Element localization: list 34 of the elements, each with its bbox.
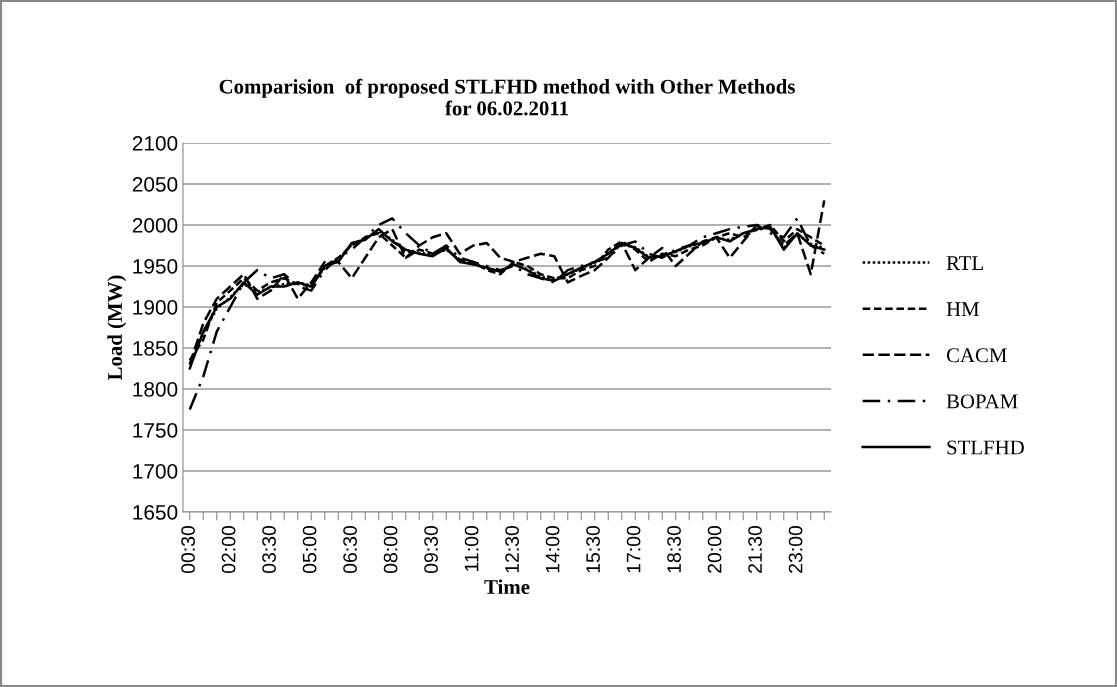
x-tick-label: 23:00 — [788, 525, 803, 573]
x-axis-title: Time — [484, 579, 530, 595]
x-tick-label: 18:30 — [667, 525, 681, 573]
y-tick-label: 1950 — [133, 259, 178, 274]
y-tick-label: 2050 — [132, 177, 178, 192]
x-tick-label: 20:00 — [707, 525, 722, 573]
x-tick-label: 17:00 — [626, 525, 641, 573]
legend-label: CACM — [946, 348, 1007, 363]
y-tick-label: 2100 — [132, 136, 178, 151]
chart-title: Comparision of proposed STLFHD method with Other Methods for 06.02.2011 — [219, 78, 795, 116]
y-tick-label: 1700 — [133, 464, 178, 479]
y-tick-label: 1850 — [133, 341, 178, 356]
legend-label: STLFHD — [947, 440, 1024, 455]
y-tick-label: 1650 — [133, 505, 178, 520]
x-tick-label: 09:30 — [424, 525, 438, 574]
y-tick-label: 2000 — [132, 218, 178, 233]
x-tick-label: 15:30 — [586, 525, 600, 573]
y-tick-label: 1750 — [133, 423, 178, 438]
x-tick-label: 02:00 — [221, 525, 236, 574]
y-tick-label: 1900 — [133, 300, 178, 315]
x-tick-label: 14:00 — [545, 525, 560, 573]
y-axis-title: Load (MW) — [107, 275, 127, 381]
legend-label: HM — [946, 302, 979, 316]
y-tick-label: 1800 — [133, 382, 178, 397]
x-tick-label: 08:00 — [383, 525, 398, 574]
x-tick-label: 11:00 — [464, 525, 479, 571]
legend-label: RTL — [946, 256, 983, 270]
x-tick-label: 05:00 — [302, 525, 317, 574]
x-tick-label: 03:30 — [262, 525, 276, 574]
x-tick-label: 00:30 — [181, 525, 195, 574]
x-tick-label: 21:30 — [748, 525, 762, 573]
legend-label: BOPAM — [946, 394, 1018, 409]
x-tick-label: 06:30 — [343, 525, 357, 574]
x-tick-label: 12:30 — [505, 525, 519, 573]
